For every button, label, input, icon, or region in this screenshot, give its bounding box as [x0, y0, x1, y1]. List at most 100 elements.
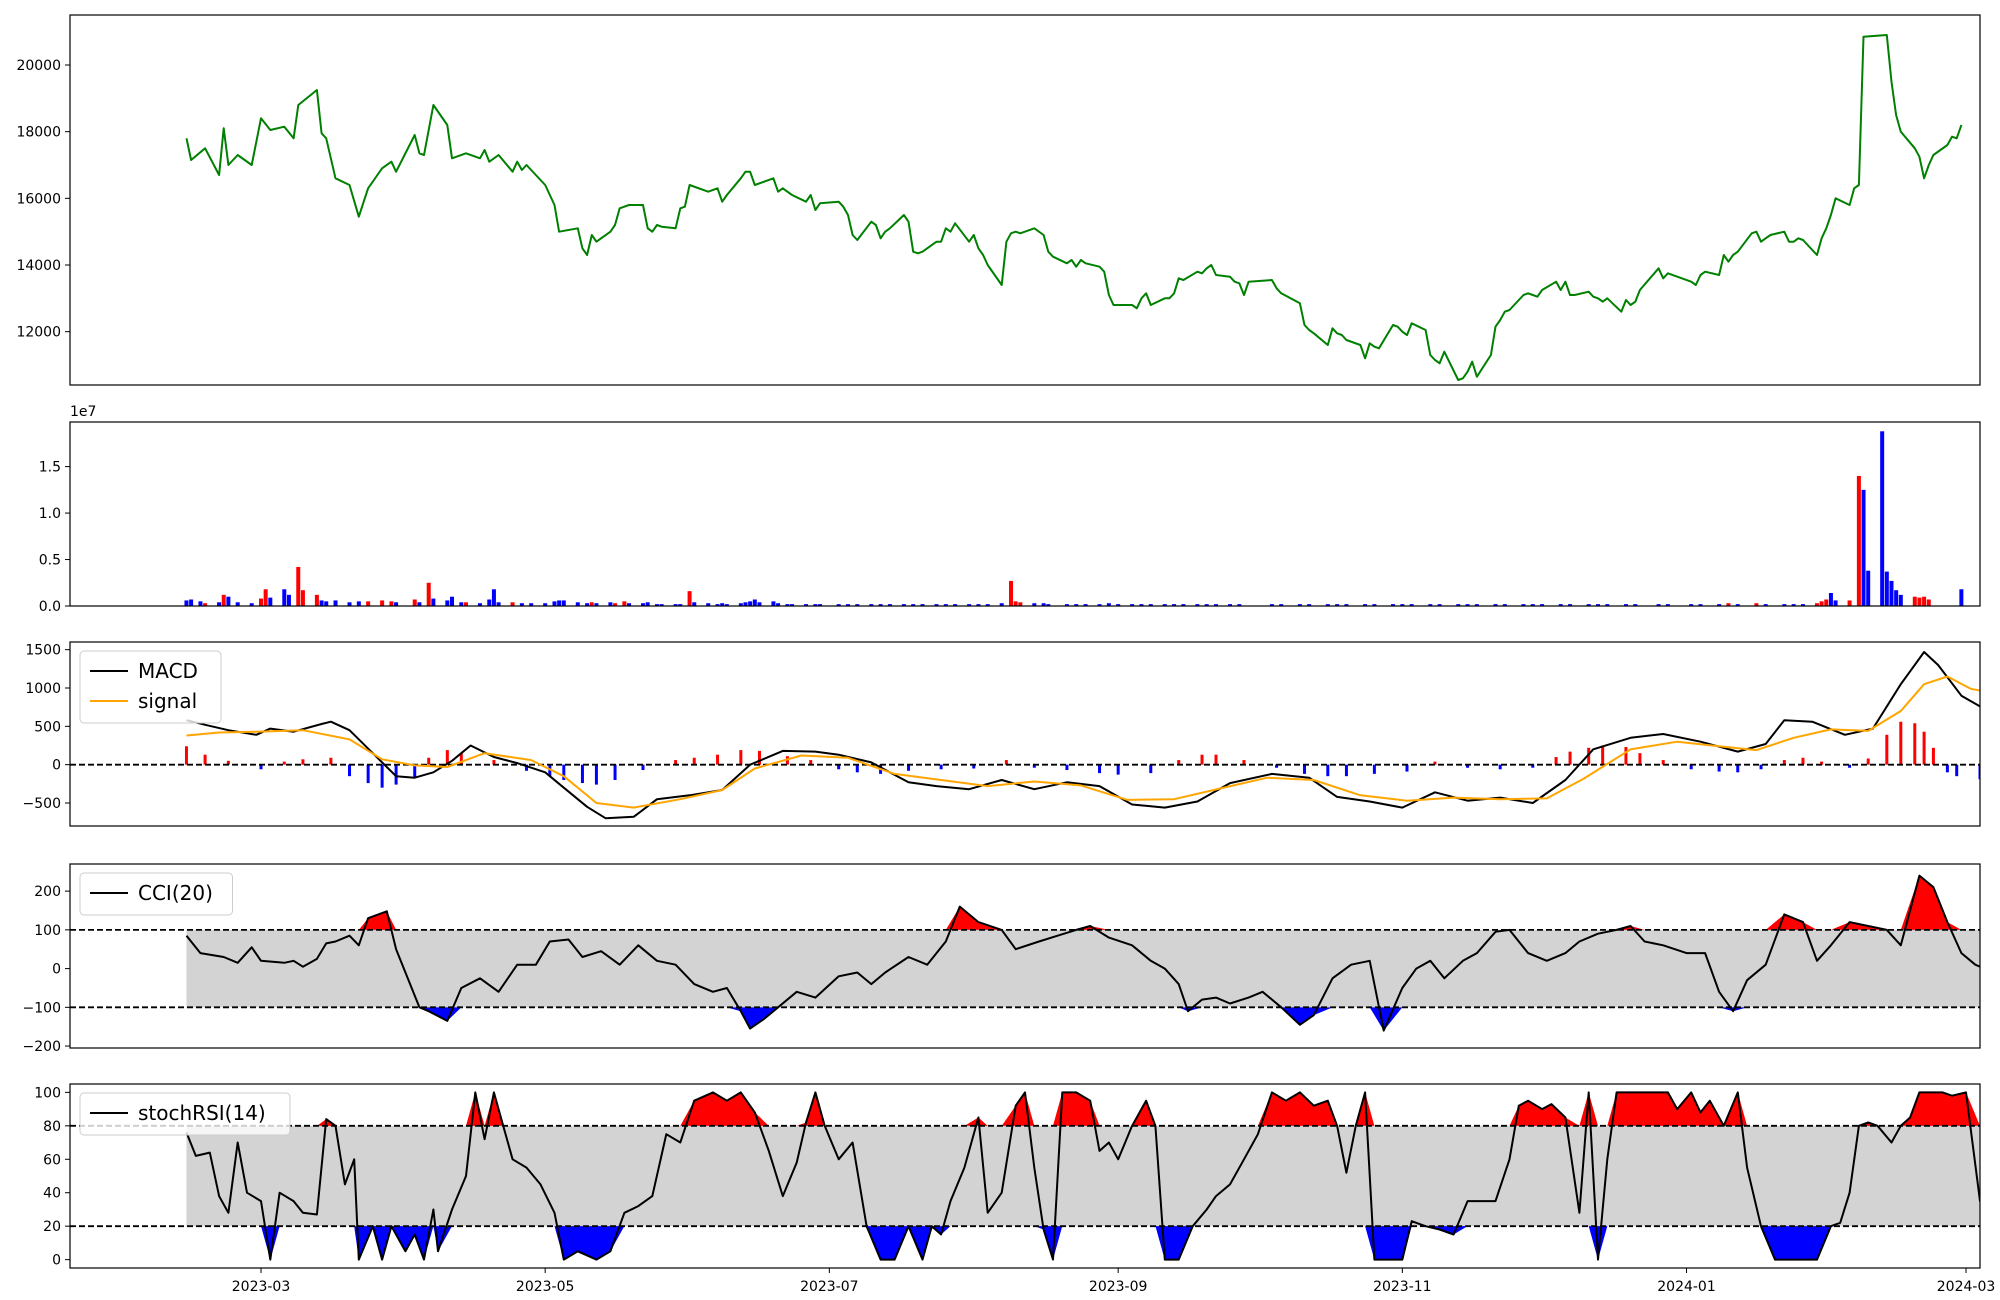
macd-hist-bar: [1759, 764, 1763, 770]
volume-bar: [431, 598, 436, 606]
cci-ytick-label: 0: [52, 962, 61, 978]
volume-bar: [757, 602, 762, 606]
volume-bar: [1568, 604, 1573, 606]
volume-bar: [1428, 604, 1433, 606]
volume-bar: [347, 602, 352, 606]
macd-hist-bar: [1717, 764, 1721, 772]
volume-bar: [1540, 604, 1545, 606]
volume-bar: [1898, 594, 1903, 606]
macd-hist-bar: [972, 764, 976, 769]
macd-hist-bar: [1466, 764, 1470, 768]
volume-bar: [1064, 604, 1069, 606]
volume-bar: [836, 604, 841, 606]
legend-box: [79, 872, 233, 916]
macd-hist-bar: [562, 764, 566, 780]
volume-bar: [1814, 603, 1819, 606]
stochrsi-legend: stochRSI(14): [79, 1092, 291, 1136]
macd-hist-bar: [785, 756, 789, 765]
volume-bar: [1847, 600, 1852, 606]
macd-hist-bar: [282, 761, 286, 765]
macd-hist-bar: [1177, 760, 1181, 765]
macd-hist-bar: [1885, 734, 1889, 765]
volume-bar: [752, 599, 757, 606]
volume-bar: [1363, 604, 1368, 606]
price-plot-area: [185, 34, 1963, 381]
volume-bar: [818, 604, 823, 606]
macd-hist-bar: [1601, 745, 1605, 765]
volume-bar: [1623, 604, 1628, 606]
macd-hist-bar: [692, 757, 696, 765]
volume-bar: [1116, 604, 1121, 606]
volume-bar: [901, 604, 906, 606]
volume-bar: [943, 604, 948, 606]
volume-bar: [1009, 580, 1014, 606]
volume-bar: [417, 602, 422, 606]
macd-hist-bar: [674, 760, 678, 765]
volume-bar: [706, 603, 711, 606]
volume-bar: [366, 601, 371, 606]
stochrsi-ytick-label: 100: [34, 1085, 61, 1101]
volume-bar: [1493, 604, 1498, 606]
macd-hist-bar: [394, 764, 398, 785]
volume-bar: [463, 602, 468, 606]
volume-bar: [324, 601, 329, 606]
macd-hist-bar: [1661, 760, 1665, 765]
volume-bar: [878, 604, 883, 606]
cci-ytick-label: 100: [34, 923, 61, 939]
volume-bar: [1521, 604, 1526, 606]
volume-bar: [189, 599, 194, 606]
volume-bar: [920, 604, 925, 606]
volume-bar: [450, 596, 454, 606]
volume-bar: [477, 603, 482, 606]
macd-hist-bar: [1624, 747, 1628, 765]
volume-bar: [1018, 602, 1023, 606]
volume-bar: [557, 600, 562, 606]
volume-bar: [510, 602, 515, 606]
macd-hist-bar: [1433, 761, 1437, 765]
volume-bar: [976, 604, 981, 606]
macd-legend: MACD signal: [79, 650, 222, 724]
volume-bar: [985, 604, 990, 606]
macd-hist-bar: [939, 764, 943, 770]
macd-hist-bar: [259, 764, 263, 770]
volume-bar: [1372, 604, 1377, 606]
macd-hist-bar: [613, 764, 617, 780]
macd-hist-bar: [548, 764, 552, 777]
volume-bar: [552, 601, 557, 606]
volume-bar: [1074, 604, 1079, 606]
volume-bar: [1633, 604, 1638, 606]
volume-bar: [1558, 604, 1563, 606]
volume-bar: [1819, 601, 1824, 606]
macd-hist-bar: [1568, 751, 1572, 765]
volume-bar: [934, 604, 939, 606]
volume-bar: [687, 591, 692, 606]
macd-hist-bar: [203, 754, 207, 765]
macd-hist-bar: [1405, 764, 1409, 772]
macd-hist-bar: [1065, 764, 1069, 771]
macd-axes-frame: [69, 641, 1981, 827]
volume-bar: [776, 603, 781, 606]
macd-hist-bar: [459, 753, 463, 765]
volume-bar: [380, 600, 385, 606]
volume-bar: [263, 589, 268, 606]
price-ytick-label: 14000: [16, 258, 61, 274]
macd-hist-bar: [492, 760, 496, 765]
volume-bar: [1735, 604, 1740, 606]
cci-ytick-label: −200: [23, 1039, 61, 1055]
macd-hist-bar: [1820, 761, 1824, 765]
volume-bar: [1041, 603, 1046, 606]
price-ytick-label: 20000: [16, 58, 61, 74]
macd-hist-bar: [525, 764, 529, 771]
volume-bar: [519, 603, 524, 606]
volume-bar: [1335, 604, 1340, 606]
volume-bar: [529, 603, 534, 606]
volume-bar: [1269, 604, 1274, 606]
price-ytick-label: 18000: [16, 125, 61, 141]
volume-bar: [622, 601, 627, 606]
macd-hist-bar: [594, 764, 598, 785]
macd-hist-bar: [1372, 764, 1376, 774]
volume-ytick-label: 0.0: [39, 599, 61, 615]
xtick-label: 2023-07: [800, 1279, 859, 1295]
macd-hist-bar: [855, 764, 859, 773]
volume-bar: [389, 601, 394, 606]
